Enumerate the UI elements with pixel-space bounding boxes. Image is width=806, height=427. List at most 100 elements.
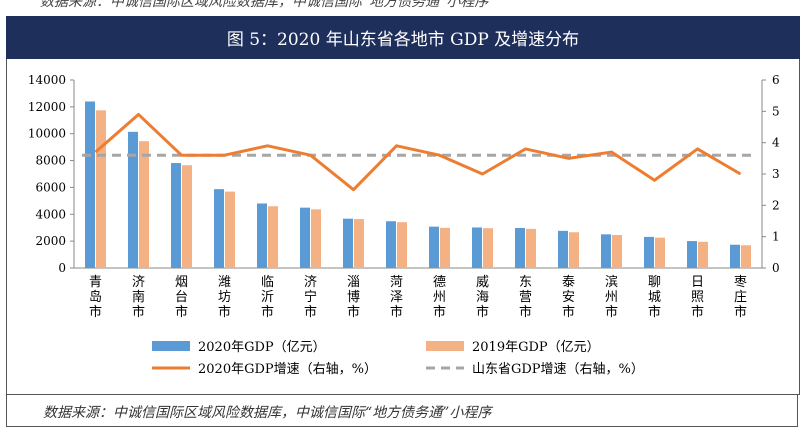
category-label-char: 烟: [175, 275, 188, 290]
chart-title-banner: 图 5：2020 年山东省各地市 GDP 及增速分布: [6, 16, 800, 59]
right-tick-label: 3: [772, 167, 780, 181]
legend-province-growth-label: 山东省GDP增速（右轴，%）: [472, 362, 644, 377]
legend-2020-gdp-swatch: [152, 341, 190, 351]
left-tick-label: 2000: [35, 234, 66, 248]
bar-2019: [182, 165, 192, 268]
bar-2020: [730, 244, 740, 268]
bar-2020: [386, 221, 396, 268]
right-tick-label: 6: [772, 73, 780, 87]
left-tick-label: 4000: [35, 207, 66, 221]
bar-2019: [96, 110, 106, 268]
source-note: 数据来源：中诚信国际区域风险数据库，中诚信国际“地方债务通”小程序: [6, 394, 798, 427]
category-label-char: 台: [175, 290, 188, 305]
bar-2019: [225, 191, 235, 268]
category-label-char: 市: [132, 304, 145, 320]
bar-2019: [526, 228, 536, 268]
category-label-char: 市: [347, 304, 360, 320]
category-label-char: 州: [433, 290, 446, 305]
bar-2019: [139, 141, 149, 268]
category-label-char: 市: [476, 304, 489, 320]
category-label-char: 德: [433, 275, 446, 290]
category-label-char: 淄: [347, 275, 360, 290]
bar-2019: [311, 209, 321, 268]
bar-2020: [128, 131, 138, 268]
category-label-char: 沂: [261, 290, 274, 305]
right-tick-label: 1: [772, 230, 780, 244]
category-label-char: 市: [175, 304, 188, 320]
bar-2020: [214, 189, 224, 268]
category-label-char: 宁: [304, 289, 317, 305]
category-label-char: 市: [691, 304, 704, 320]
category-label-char: 市: [390, 304, 403, 320]
category-label-char: 聊: [648, 275, 661, 290]
category-label-char: 滨: [605, 274, 618, 290]
category-label-char: 市: [304, 304, 317, 320]
bar-2020: [85, 101, 95, 268]
category-label-char: 市: [89, 304, 102, 320]
category-label-char: 城: [648, 290, 661, 305]
category-label-char: 临: [261, 275, 274, 290]
category-label-char: 泽: [390, 290, 403, 305]
category-label-char: 市: [261, 304, 274, 320]
legend-2020-gdp-label: 2020年GDP（亿元）: [198, 340, 326, 355]
left-tick-label: 6000: [35, 180, 66, 194]
left-tick-label: 10000: [28, 127, 66, 141]
bar-2019: [612, 235, 622, 268]
bar-2020: [171, 163, 181, 268]
category-label-char: 庄: [734, 289, 747, 305]
bar-2019: [397, 222, 407, 268]
left-tick-label: 8000: [35, 154, 66, 168]
bar-2020: [343, 218, 353, 268]
category-label-char: 青: [89, 275, 102, 290]
left-tick-label: 12000: [28, 100, 66, 114]
city-growth-line: [94, 112, 742, 192]
bar-2019: [354, 219, 364, 268]
category-label-char: 照: [691, 290, 704, 305]
legend-2019-gdp-swatch: [426, 341, 464, 351]
category-label-char: 市: [433, 304, 446, 320]
bar-2019: [440, 227, 450, 268]
category-label-char: 泰: [562, 275, 575, 290]
category-label-char: 日: [691, 275, 704, 290]
category-label-char: 州: [605, 290, 618, 305]
category-label-char: 威: [476, 275, 489, 290]
bar-2019: [698, 241, 708, 268]
bar-2019: [741, 245, 751, 268]
category-label-char: 济: [132, 275, 145, 290]
category-label-char: 市: [605, 304, 618, 320]
category-label-char: 市: [519, 304, 532, 320]
category-label-char: 南: [132, 289, 145, 305]
legend-2019-gdp-label: 2019年GDP（亿元）: [472, 340, 600, 355]
category-label-char: 坊: [218, 290, 231, 305]
category-label-char: 营: [519, 290, 532, 305]
source-text: 数据来源：中诚信国际区域风险数据库，中诚信国际“地方债务通”小程序: [43, 405, 492, 421]
category-label-char: 安: [562, 290, 575, 305]
legend-growth-label: 2020年GDP增速（右轴，%）: [198, 362, 377, 377]
bar-2020: [472, 227, 482, 268]
bar-2020: [687, 241, 697, 268]
category-label-char: 市: [648, 304, 661, 320]
category-label-char: 济: [304, 275, 317, 290]
bar-2019: [569, 232, 579, 268]
right-tick-label: 2: [772, 198, 780, 212]
bar-2020: [558, 230, 568, 268]
category-label-char: 岛: [89, 289, 102, 305]
right-tick-label: 4: [772, 136, 780, 150]
bar-2020: [601, 234, 611, 268]
bar-2020: [644, 236, 654, 268]
category-label-char: 海: [476, 290, 489, 305]
top-source-note-cut: 数据来源：中诚信国际区域风险数据库，中诚信国际“地方债务通”小程序: [40, 0, 489, 10]
right-tick-label: 0: [772, 261, 780, 275]
category-label-char: 市: [218, 304, 231, 320]
category-label-char: 东: [519, 275, 532, 290]
bar-2020: [515, 227, 525, 268]
chart-title: 图 5：2020 年山东省各地市 GDP 及增速分布: [226, 30, 580, 50]
category-label-char: 菏: [390, 275, 403, 290]
right-tick-label: 5: [772, 104, 780, 118]
bar-2019: [483, 228, 493, 268]
left-tick-label: 14000: [28, 73, 66, 87]
category-label-char: 枣: [734, 275, 747, 290]
bar-2020: [257, 203, 267, 268]
category-label-char: 潍: [218, 275, 231, 290]
